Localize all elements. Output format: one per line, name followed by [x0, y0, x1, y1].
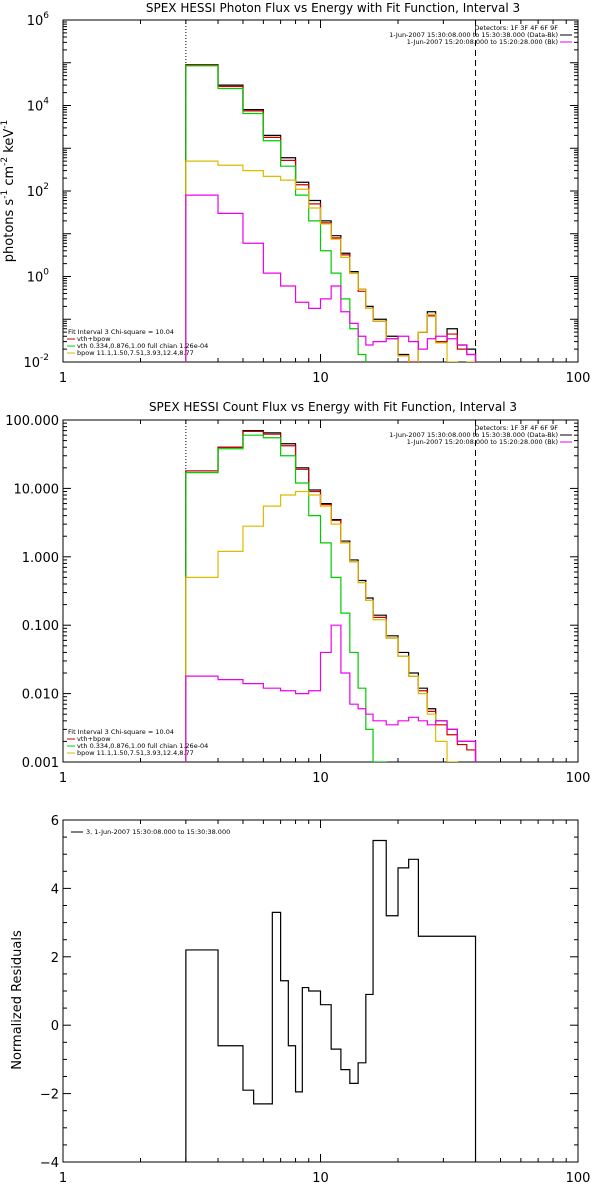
residual-legend: 3. 1-Jun-2007 15:30:08.000 to 15:30:38.0… [71, 828, 230, 836]
x-axis: 1 10 100 [59, 820, 591, 1186]
y-tick-label: 10.000 [14, 482, 60, 497]
series-vth [185, 434, 387, 762]
plot-area [185, 430, 477, 762]
y-tick-label: 0.001 [22, 756, 59, 771]
panel-title: SPEX HESSI Photon Flux vs Energy with Fi… [146, 1, 520, 15]
y-tick-label: 2 [51, 951, 59, 966]
panel-title: SPEX HESSI Count Flux vs Energy with Fit… [149, 400, 517, 414]
y-tick-label: −4 [40, 1156, 59, 1171]
x-tick-label: 10 [312, 371, 329, 386]
y-axis-label: photons s-1 cm-2 keV-1 [0, 120, 17, 262]
x-tick-label: 10 [312, 771, 329, 786]
y-tick-label: −2 [40, 1088, 59, 1103]
y-tick-label: 4 [51, 882, 59, 897]
legend-entry: 3. 1-Jun-2007 15:30:08.000 to 15:30:38.0… [86, 828, 230, 836]
legend-bottom-left: Fit Interval 3 Chi-square = 10.04vth+bpo… [67, 728, 208, 757]
legend-entry: vth 0.334,0.876,1.00 full chian 1.26e-04 [77, 742, 208, 750]
legend-entry: 1-Jun-2007 15:20:08.000 to 15:20:28.000 … [407, 438, 558, 446]
photon-flux-panel: SPEX HESSI Photon Flux vs Energy with Fi… [0, 1, 591, 386]
legend-entry: Fit Interval 3 Chi-square = 10.04 [68, 328, 174, 336]
legend-top-right: Detectors: 1F 3F 4F 6F 9F1-Jun-2007 15:3… [389, 24, 572, 46]
legend-top-right: Detectors: 1F 3F 4F 6F 9F1-Jun-2007 15:3… [389, 424, 572, 446]
series-bk [185, 624, 477, 762]
x-tick-label: 100 [566, 371, 591, 386]
series-vth-bpow [185, 64, 477, 362]
y-tick-label: 0.100 [22, 619, 59, 634]
legend-entry: vth+bpow [77, 335, 111, 343]
x-axis: 1 10 100 [59, 20, 591, 386]
count-flux-panel: SPEX HESSI Count Flux vs Energy with Fit… [5, 400, 591, 786]
x-tick-label: 100 [566, 1171, 591, 1186]
y-tick-label: 0 [51, 1019, 59, 1034]
y-tick-label: 100.000 [5, 414, 59, 429]
y-axis: 0.001 0.010 0.100 1.000 10.000 100.000 [5, 414, 578, 771]
legend-entry: vth+bpow [77, 735, 111, 743]
y-tick-label: 0.010 [22, 688, 59, 703]
series-bk [185, 194, 477, 362]
x-tick-label: 100 [566, 771, 591, 786]
legend-entry: bpow 11.1,1.50,7.51,3.93,12.4,8.77 [77, 749, 194, 757]
legend-entry: 1-Jun-2007 15:20:08.000 to 15:20:28.000 … [407, 38, 558, 46]
x-tick-label: 1 [59, 1171, 67, 1186]
residuals-y-label: Normalized Residuals [10, 930, 25, 1070]
x-tick-label: 1 [59, 771, 67, 786]
legend-entry: 1-Jun-2007 15:30:08.000 to 15:30:38.000 … [389, 31, 558, 39]
legend-entry: Fit Interval 3 Chi-square = 10.04 [68, 728, 174, 736]
legend-entry: Detectors: 1F 3F 4F 6F 9F [474, 24, 558, 32]
residuals-panel: Normalized Residuals 1 10 100 −4 −2 0 2 4 6 3. 1-… [10, 814, 591, 1186]
legend-entry: 1-Jun-2007 15:30:08.000 to 15:30:38.000 … [389, 431, 558, 439]
series-bpow [185, 490, 458, 762]
x-tick-label: 10 [312, 1171, 329, 1186]
legend-bottom-left: Fit Interval 3 Chi-square = 10.04vth+bpo… [67, 328, 208, 357]
legend-entry: Detectors: 1F 3F 4F 6F 9F [474, 424, 558, 432]
y-tick-label: 6 [51, 814, 59, 829]
y-axis: −4 −2 0 2 4 6 [40, 814, 578, 1171]
y-tick-label: 1.000 [22, 551, 59, 566]
legend-entry: bpow 11.1,1.50,7.51,3.93,12.4,8.77 [77, 349, 194, 357]
legend-entry: vth 0.334,0.876,1.00 full chian 1.26e-04 [77, 342, 208, 350]
series-bpow [185, 160, 477, 362]
plot-area [185, 64, 477, 362]
plot-area [185, 839, 477, 1162]
x-tick-label: 1 [59, 371, 67, 386]
series-residuals [185, 839, 477, 1162]
